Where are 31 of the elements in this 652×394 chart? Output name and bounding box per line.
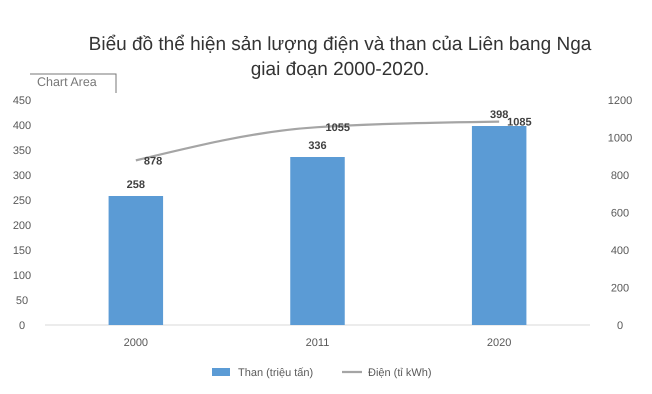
y-tick-label: 250 xyxy=(12,195,32,207)
y-tick-label: 400 xyxy=(12,120,32,132)
y2-tick-label: 400 xyxy=(610,245,630,257)
y-tick-label: 100 xyxy=(12,270,32,282)
data-label: 398 xyxy=(490,109,508,121)
x-tick-label: 2000 xyxy=(124,337,148,349)
x-tick-label: 2011 xyxy=(306,337,330,349)
y-tick-label: 50 xyxy=(16,295,28,307)
data-label: 878 xyxy=(144,155,162,168)
y-tick-label: 0 xyxy=(18,320,26,332)
y2-tick-label: 0 xyxy=(616,320,624,332)
data-label: 258 xyxy=(126,179,146,191)
legend-label: Than (triệu tấn) xyxy=(238,367,314,379)
y-tick-label: 150 xyxy=(12,245,32,257)
y2-tick-label: 800 xyxy=(610,170,630,182)
y-tick-label: 450 xyxy=(12,95,32,107)
data-label: 336 xyxy=(308,140,327,152)
data-label: 1055 xyxy=(326,122,350,134)
y2-tick-label: 200 xyxy=(610,282,630,294)
bar xyxy=(290,157,345,325)
y2-tick-label: 600 xyxy=(610,208,630,220)
y-tick-label: 350 xyxy=(12,145,32,157)
y-tick-label: 300 xyxy=(12,170,32,182)
y-tick-label: 200 xyxy=(12,220,32,232)
bar xyxy=(108,196,164,325)
y2-tick-label: 1200 xyxy=(608,95,632,107)
data-label: 1085 xyxy=(507,116,532,129)
bar xyxy=(472,126,526,325)
x-tick-label: 2020 xyxy=(486,337,512,349)
y2-tick-label: 1000 xyxy=(608,132,632,144)
legend-label: Điện (tỉ kWh) xyxy=(368,367,432,379)
